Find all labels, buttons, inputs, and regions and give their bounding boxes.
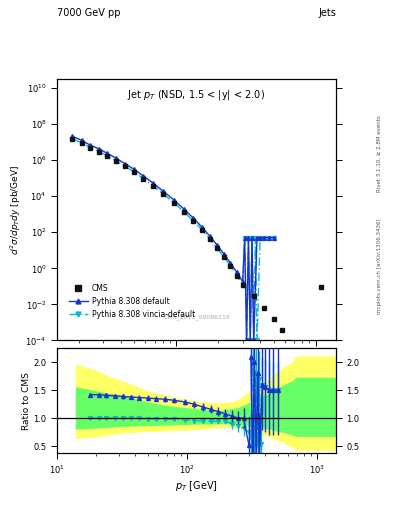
Legend: CMS, Pythia 8.308 default, Pythia 8.308 vincia-default: CMS, Pythia 8.308 default, Pythia 8.308 … — [66, 282, 197, 321]
X-axis label: $p_T$ [GeV]: $p_T$ [GeV] — [175, 479, 218, 493]
Y-axis label: Ratio to CMS: Ratio to CMS — [22, 372, 31, 430]
Y-axis label: $d^2\sigma/dp_T dy$ [pb/GeV]: $d^2\sigma/dp_T dy$ [pb/GeV] — [8, 165, 23, 255]
Text: Jet $p_T$ (NSD, 1.5 < |y| < 2.0): Jet $p_T$ (NSD, 1.5 < |y| < 2.0) — [127, 89, 266, 102]
Text: Rivet 3.1.10, ≥ 2.8M events: Rivet 3.1.10, ≥ 2.8M events — [377, 115, 382, 192]
Text: CMS_2011_S9086218: CMS_2011_S9086218 — [163, 314, 230, 319]
Text: Jets: Jets — [318, 8, 336, 18]
Text: mcplots.cern.ch [arXiv:1306.3436]: mcplots.cern.ch [arXiv:1306.3436] — [377, 219, 382, 314]
Text: 7000 GeV pp: 7000 GeV pp — [57, 8, 121, 18]
